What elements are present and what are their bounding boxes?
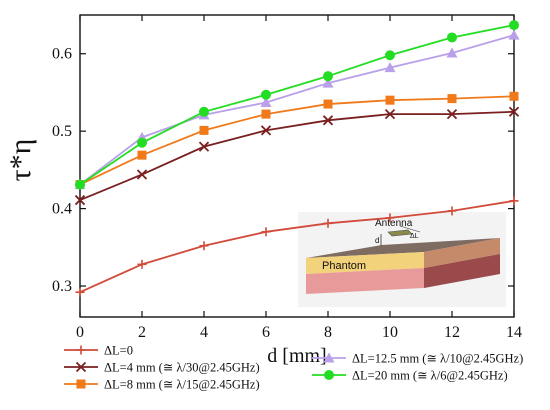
legend-item: ΔL=0 <box>64 344 133 358</box>
data-point <box>384 108 396 120</box>
data-point <box>322 115 334 126</box>
data-point <box>323 352 335 363</box>
data-point <box>447 94 457 104</box>
series-line <box>79 199 515 294</box>
y-tick-label: 0.6 <box>52 46 72 63</box>
data-point <box>324 370 334 380</box>
data-point <box>261 109 271 119</box>
data-point <box>260 97 272 108</box>
legend-label: ΔL=12.5 mm (≅ λ/10@2.45GHz) <box>352 352 523 366</box>
x-tick-label: 0 <box>76 324 84 341</box>
data-point <box>322 77 334 88</box>
y-axis-label: τ*η <box>4 139 37 182</box>
legend-item: ΔL=20 mm (≅ λ/6@2.45GHz) <box>312 369 508 383</box>
series-line <box>79 95 515 186</box>
legend-label: ΔL=8 mm (≅ λ/15@2.45GHz) <box>104 378 260 392</box>
data-point <box>136 169 148 180</box>
data-point <box>385 50 395 61</box>
legend-item: ΔL=4 mm (≅ λ/30@2.45GHz) <box>64 361 260 375</box>
legend-item: ΔL=8 mm (≅ λ/15@2.45GHz) <box>64 378 260 392</box>
antenna-patch <box>387 229 413 237</box>
legend: ΔL=0 ΔL=4 mm (≅ λ/30@2.45GHz) ΔL=8 mm (≅ λ… <box>64 344 523 392</box>
data-point <box>261 227 271 237</box>
inset-delta-label: ΔL <box>410 233 419 240</box>
x-axis-label: d [mm] <box>267 345 326 367</box>
x-axis-ticks: 0 2 4 6 8 10 12 14 <box>76 15 522 341</box>
data-point <box>385 95 395 105</box>
legend-label: ΔL=0 <box>104 344 133 358</box>
inset-antenna-label: Antenna <box>375 218 413 229</box>
data-point <box>509 196 519 206</box>
data-point <box>384 62 396 73</box>
series-line <box>79 24 515 186</box>
series-layer <box>74 20 520 297</box>
phantom-pink-layer <box>306 268 424 294</box>
data-point <box>137 259 147 269</box>
data-point <box>76 345 86 355</box>
x-tick-label: 12 <box>444 324 460 341</box>
data-point <box>446 108 458 120</box>
x-tick-label: 6 <box>262 324 270 341</box>
y-axis-ticks: 0.3 0.4 0.5 0.6 <box>52 46 514 295</box>
data-point <box>199 241 209 251</box>
y-tick-label: 0.5 <box>52 123 72 140</box>
inset-phantom-label: Phantom <box>322 260 366 272</box>
data-point <box>260 125 272 136</box>
inset-d-label: d <box>375 236 379 245</box>
phantom-yellow-layer <box>306 252 424 274</box>
data-point <box>74 194 86 206</box>
data-point <box>199 125 209 135</box>
inset-antenna-phantom-image: Antenna d ΔL Phantom <box>298 212 506 307</box>
data-point <box>447 206 457 216</box>
data-point <box>323 71 333 82</box>
series-0 <box>75 196 519 297</box>
x-tick-label: 10 <box>382 324 398 341</box>
phantom-top-face <box>306 238 500 258</box>
data-point <box>76 379 86 389</box>
series-line <box>79 110 515 201</box>
phantom-yellow-layer-side <box>424 238 500 268</box>
x-tick-label: 4 <box>200 324 208 341</box>
y-tick-label: 0.4 <box>52 201 72 218</box>
data-point <box>137 150 147 160</box>
data-point <box>261 89 271 100</box>
data-point <box>137 137 147 148</box>
data-point <box>509 91 519 101</box>
series-line <box>79 34 515 186</box>
data-point <box>75 287 85 297</box>
data-point <box>446 47 458 58</box>
x-tick-label: 2 <box>138 324 146 341</box>
data-point <box>447 32 457 43</box>
series-4 <box>75 20 519 190</box>
data-point <box>323 218 333 228</box>
x-tick-label: 8 <box>324 324 332 341</box>
data-point <box>75 179 85 190</box>
series-1 <box>74 106 520 206</box>
legend-label: ΔL=20 mm (≅ λ/6@2.45GHz) <box>352 369 508 383</box>
data-point <box>508 29 520 40</box>
data-point <box>323 99 333 109</box>
phantom-pink-layer-side <box>424 254 500 288</box>
legend-item: ΔL=12.5 mm (≅ λ/10@2.45GHz) <box>312 352 523 366</box>
data-point <box>508 106 520 117</box>
data-point <box>509 20 519 31</box>
data-point <box>198 141 210 152</box>
legend-label: ΔL=4 mm (≅ λ/30@2.45GHz) <box>104 361 260 375</box>
delta-l-line <box>399 225 421 233</box>
y-tick-label: 0.3 <box>52 278 72 295</box>
x-tick-label: 14 <box>506 324 522 341</box>
data-point <box>75 361 87 373</box>
data-point <box>199 106 209 117</box>
data-point <box>385 213 395 223</box>
